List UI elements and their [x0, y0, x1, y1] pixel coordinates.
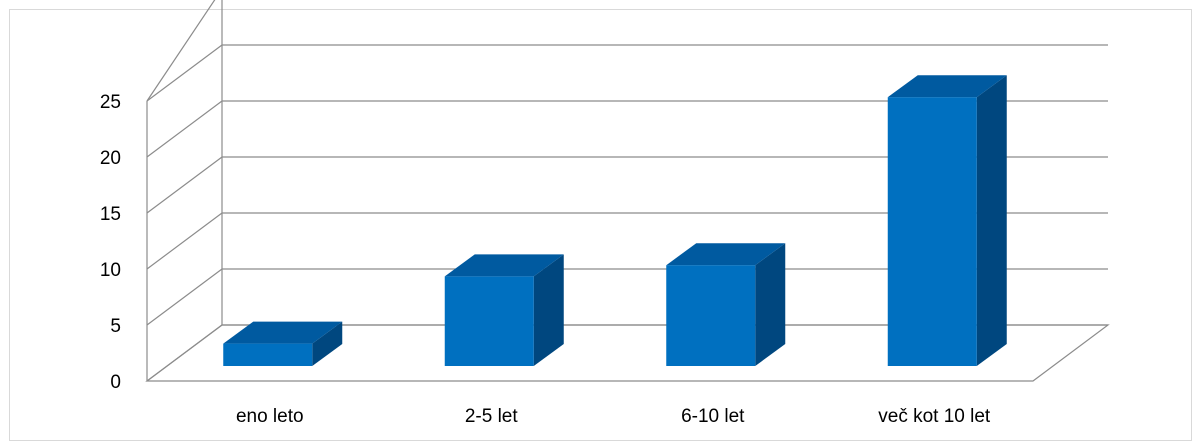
bars [223, 75, 1007, 366]
x-axis-categories: eno leto 2-5 let 6-10 let več kot 10 let [236, 406, 991, 427]
gridline-diagonal [146, 268, 223, 326]
bar-side [976, 75, 1007, 366]
gridline-diagonal [146, 44, 223, 102]
bar-front [444, 276, 534, 366]
y-tick-label: 10 [100, 260, 121, 281]
bar [666, 243, 786, 366]
bar-top [223, 321, 343, 344]
bar-front [666, 265, 756, 366]
gridline-diagonal [146, 0, 216, 102]
x-category-label: 6-10 let [681, 406, 745, 427]
bar-top [666, 243, 786, 266]
bar [887, 75, 1007, 366]
bar [223, 321, 343, 366]
bar-side [755, 243, 786, 366]
y-tick-label: 0 [110, 372, 121, 393]
y-tick-label: 20 [100, 148, 121, 169]
y-tick-label: 15 [100, 204, 121, 225]
x-category-label: eno leto [236, 406, 304, 427]
bar-front [223, 343, 313, 366]
bar [444, 254, 564, 366]
bar-front [887, 97, 977, 366]
gridline-diagonal [146, 324, 223, 382]
bar-side [312, 321, 343, 366]
y-tick-label: 25 [100, 92, 121, 113]
bar-top [887, 75, 1007, 98]
gridline-diagonal [146, 212, 223, 270]
x-category-label: več kot 10 let [878, 406, 991, 427]
bar-side [533, 254, 564, 366]
bar-top [444, 254, 564, 277]
y-tick-label: 5 [110, 316, 121, 337]
y-axis-ticks: 0 5 10 15 20 25 [100, 92, 121, 393]
gridline-diagonal [146, 156, 223, 214]
x-category-label: 2-5 let [465, 406, 519, 427]
gridline-diagonal [146, 100, 223, 158]
